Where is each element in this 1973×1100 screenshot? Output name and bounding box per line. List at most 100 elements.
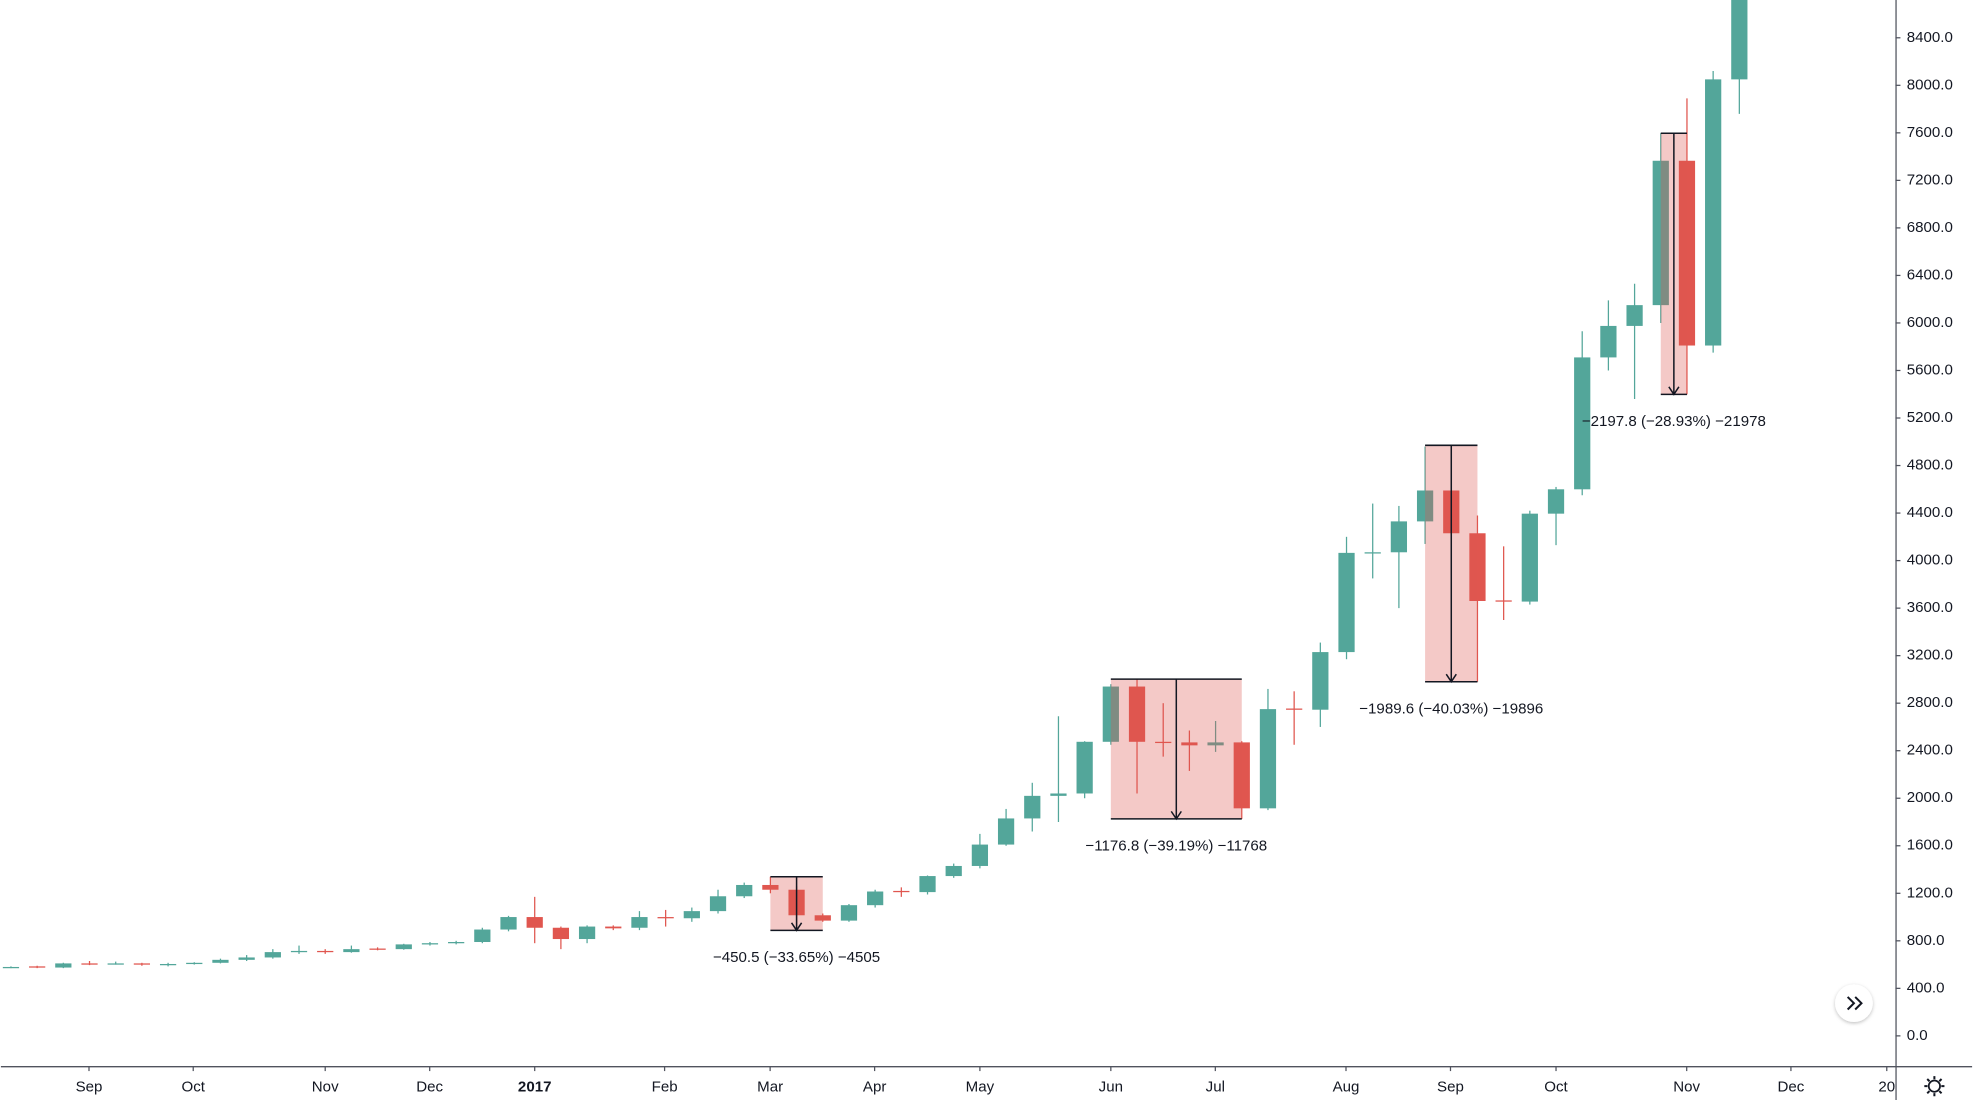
candle-body: [1495, 600, 1512, 602]
y-tick-label: 3600.0: [1907, 599, 1953, 616]
candle-body: [1076, 741, 1093, 794]
y-tick-label: 2400.0: [1907, 742, 1953, 759]
y-tick-label: 1200.0: [1907, 884, 1953, 901]
candle-body: [1233, 742, 1250, 809]
candle-body: [814, 915, 831, 921]
y-tick-label: 800.0: [1907, 932, 1945, 949]
candle-body: [919, 876, 936, 893]
candle-body: [448, 942, 465, 944]
candle-body: [369, 948, 386, 950]
candle-body: [578, 926, 596, 940]
y-tick-label: 8000.0: [1907, 76, 1953, 93]
y-tick-label: 8400.0: [1907, 29, 1953, 46]
scroll-to-realtime-button[interactable]: [1835, 984, 1873, 1023]
y-tick-label: 7600.0: [1907, 124, 1953, 141]
x-tick-label: Mar: [757, 1078, 783, 1095]
gear-icon: [1927, 1079, 1941, 1093]
candle-body: [1731, 0, 1748, 80]
candle-body: [709, 896, 727, 912]
candle-body: [133, 963, 151, 965]
y-tick-label: 3200.0: [1907, 647, 1953, 664]
y-tick-label: 2000.0: [1907, 789, 1953, 806]
candle-body: [657, 917, 674, 919]
candle-body: [1364, 552, 1381, 554]
y-tick-label: 5600.0: [1907, 361, 1953, 378]
candle-body: [264, 952, 281, 958]
candle-body: [1050, 793, 1067, 796]
settings-button[interactable]: [1924, 1076, 1945, 1097]
y-tick-label: 0.0: [1907, 1027, 1928, 1044]
candle-body: [971, 844, 989, 866]
measure-arrowhead: [1170, 810, 1182, 821]
gear-teeth: [1924, 1076, 1945, 1097]
candle-body: [159, 963, 177, 966]
candle-body: [1259, 709, 1277, 809]
y-tick-label: 6000.0: [1907, 314, 1953, 331]
candle-body: [317, 950, 334, 953]
x-tick-label: Dec: [416, 1078, 443, 1095]
measure-arrowhead: [1668, 386, 1680, 396]
measure-label: −2197.8 (−28.93%) −21978: [1582, 413, 1766, 430]
x-tick-label: Dec: [1778, 1078, 1805, 1095]
candle-body: [605, 926, 622, 929]
candle-body: [1521, 513, 1538, 602]
candle-body: [1207, 742, 1224, 746]
y-tick-label: 7200.0: [1907, 171, 1953, 188]
candle-body: [683, 911, 700, 919]
candle-body: [1469, 533, 1486, 601]
y-tick-label: 6800.0: [1907, 219, 1953, 236]
candle-body: [343, 949, 360, 953]
measure-label: −450.5 (−33.65%) −4505: [713, 949, 880, 966]
candle-body: [1312, 652, 1329, 710]
candle-body: [1547, 489, 1565, 514]
x-tick-label: Sep: [76, 1078, 103, 1095]
measure-label: −1176.8 (−39.19%) −11768: [1085, 838, 1267, 855]
candle-body: [29, 966, 46, 968]
candle-body: [1286, 708, 1303, 710]
candle-body: [997, 818, 1015, 845]
x-tick-label: Sep: [1437, 1078, 1464, 1095]
candle-body: [1705, 79, 1722, 346]
chevrons-icon: [1846, 996, 1863, 1011]
candle-body: [212, 959, 229, 963]
x-tick-label: 20: [1878, 1078, 1895, 1095]
candle-body: [1416, 490, 1434, 522]
candle-body: [55, 963, 72, 968]
candle-body: [840, 905, 858, 921]
candle-body: [2, 966, 20, 969]
x-tick-label: Jun: [1099, 1078, 1123, 1095]
candle-body: [395, 944, 412, 950]
y-tick-label: 4800.0: [1907, 457, 1953, 474]
y-tick-label: 2800.0: [1907, 694, 1953, 711]
candle-body: [631, 917, 648, 928]
x-tick-label: Nov: [1673, 1078, 1700, 1095]
y-tick-label: 5200.0: [1907, 409, 1953, 426]
y-tick-label: 1600.0: [1907, 837, 1953, 854]
axes: 0.0 400.0 800.0 1200.0 1600.0 2000.0 2400.0 280…: [76, 29, 1953, 1096]
candle-body: [1128, 686, 1146, 742]
x-tick-label: Oct: [1544, 1078, 1568, 1095]
candle-body: [893, 890, 910, 893]
candle-body: [474, 929, 491, 943]
x-tick-label: Oct: [181, 1078, 205, 1095]
candle-body: [526, 917, 543, 928]
candle-body: [1678, 160, 1696, 346]
x-tick-label: Feb: [652, 1078, 678, 1095]
candle-body: [552, 927, 570, 940]
candle-body: [1390, 521, 1408, 553]
x-tick-label: May: [966, 1078, 995, 1095]
candle-body: [290, 950, 308, 953]
candle-body: [762, 884, 779, 890]
candle-body: [186, 962, 203, 965]
candle-body: [1181, 742, 1198, 746]
candle-body: [500, 917, 517, 930]
candle-body: [421, 943, 439, 945]
measure-arrowhead: [790, 922, 803, 932]
candle-body: [867, 891, 884, 906]
plot-area: −450.5 (−33.65%) −4505 −1176.8 (−39.19%) …: [2, 0, 1766, 969]
candle-body: [1102, 686, 1119, 742]
candle-body: [1024, 795, 1041, 819]
